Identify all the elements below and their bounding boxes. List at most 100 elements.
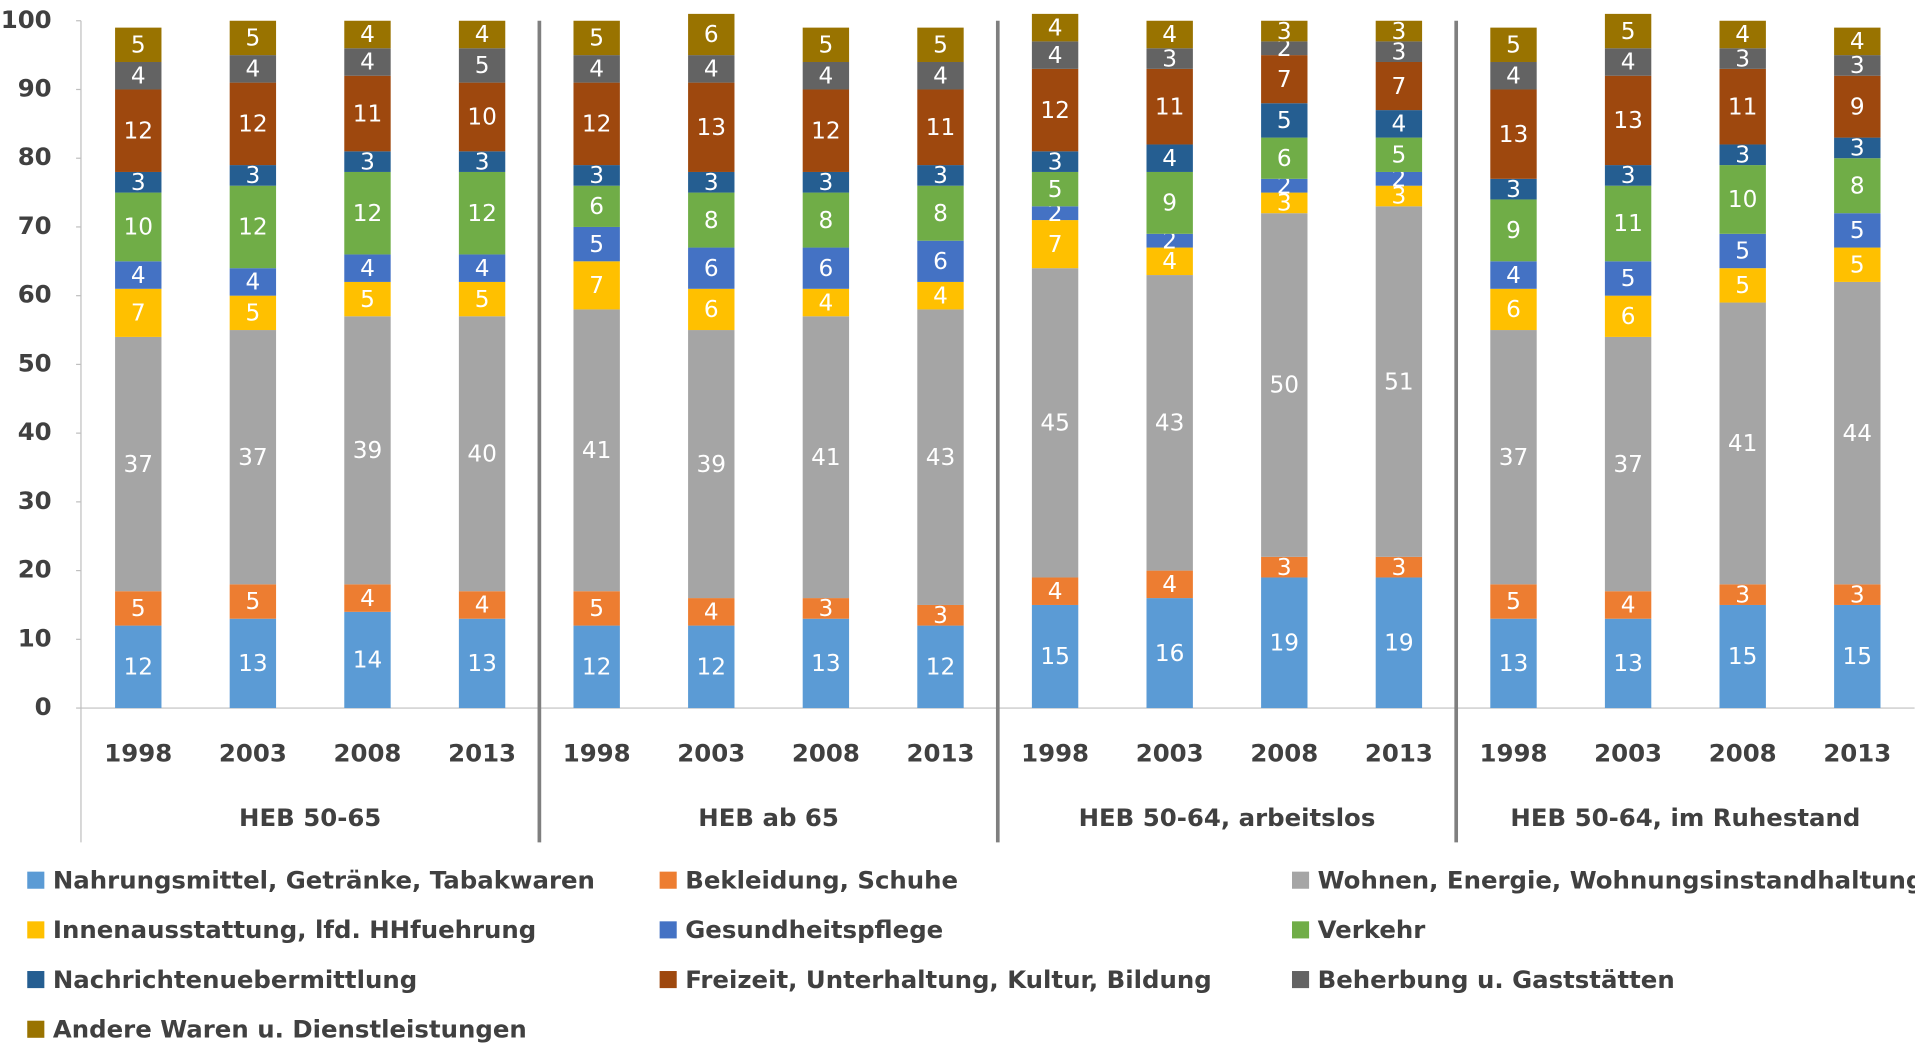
bar-segment [1261,213,1308,557]
data-label: 13 [238,650,268,677]
data-label: 4 [819,289,834,316]
group-label: HEB ab 65 [698,803,839,832]
bar-segment [802,316,850,599]
data-label: 3 [819,169,834,196]
bar-segment [458,316,506,592]
data-label: 3 [933,602,948,629]
bar-segment [344,48,391,76]
data-label: 3 [1850,581,1865,608]
data-label: 6 [819,255,834,282]
legend-swatch [1291,921,1310,939]
bar-segment [688,55,735,83]
data-label: 4 [245,56,260,83]
bar-segment [229,295,277,331]
bar-segment [458,171,506,255]
data-label: 37 [1613,451,1643,478]
data-label: 4 [1162,571,1177,598]
data-label: 7 [131,300,146,327]
y-tick-label: 60 [18,280,52,309]
bar-segment [573,226,620,262]
data-label: 5 [933,32,948,59]
x-tick-label: 2003 [219,738,287,767]
data-label: 43 [926,444,956,471]
y-tick-label: 100 [1,5,52,34]
bar-segment [1146,275,1193,571]
data-label: 4 [360,49,375,76]
data-label: 13 [1613,650,1643,677]
bar-segment [1719,20,1766,49]
bar-segment [1146,598,1193,709]
data-label: 4 [1506,262,1521,289]
data-label: 4 [1048,14,1063,41]
data-label: 5 [475,52,490,79]
data-label: 6 [704,255,719,282]
data-label: 3 [1392,38,1407,65]
bar-segment [458,151,506,172]
data-label: 3 [819,595,834,622]
x-tick-label: 2008 [792,738,860,767]
bar-segment [1604,261,1652,296]
data-label: 5 [1506,32,1521,59]
data-label: 5 [1735,238,1750,265]
data-label: 8 [704,207,719,234]
data-label: 3 [1735,141,1750,168]
bar-segment [344,316,391,585]
bar-segment [1490,288,1537,331]
data-label: 12 [238,214,268,241]
bar-segment [1834,137,1881,159]
x-tick-label: 2008 [1250,738,1318,767]
data-label: 10 [124,214,154,241]
bar-segment [1604,165,1652,186]
bar-segment [1031,206,1079,221]
bar-segment [229,20,277,56]
bar-segment [344,254,391,282]
data-label: 14 [353,647,383,674]
bar-segment [1375,20,1423,42]
bar-segment [1146,171,1193,234]
bar-segment [1146,68,1193,145]
data-label: 3 [475,148,490,175]
bar-segment [1031,268,1079,578]
data-label: 19 [1384,629,1414,656]
data-label: 50 [1270,372,1300,399]
data-label: 4 [1162,248,1177,275]
data-label: 7 [1392,73,1407,100]
bar-segment [573,185,620,227]
bar-segment [115,27,162,62]
legend-swatch [1291,971,1310,989]
group-label: HEB 50-64, im Ruhestand [1510,803,1860,832]
bar-segment [802,192,850,248]
bar-segment [688,82,735,172]
bar-segment [1719,233,1766,269]
data-label: 4 [1162,145,1177,172]
data-label: 5 [1735,272,1750,299]
data-label: 3 [1392,554,1407,581]
data-label: 4 [933,282,948,309]
legend-swatch [659,921,677,939]
bar-segment [688,171,735,193]
bar-segment [573,82,620,166]
bar-segment [229,268,277,296]
data-label: 3 [131,169,146,196]
bar-segment [802,247,850,289]
bar-segment [115,171,162,193]
bar-segment [1031,604,1079,709]
data-label: 4 [131,62,146,89]
data-label: 4 [360,255,375,282]
bar-segment [802,61,850,90]
group-label: HEB 50-64, arbeitslos [1079,803,1376,832]
data-label: 3 [589,162,604,189]
data-label: 37 [124,451,154,478]
bar-segment [1834,584,1881,605]
data-label: 3 [1277,554,1292,581]
data-label: 16 [1155,640,1185,667]
data-label: 5 [1392,141,1407,168]
bar-segment [1490,199,1537,262]
bar-segment [1261,556,1308,578]
bar-segment [229,82,277,166]
bar-segment [1375,41,1423,62]
bar-segment [802,171,850,193]
bar-segment [573,625,620,709]
data-label: 11 [1613,210,1643,237]
